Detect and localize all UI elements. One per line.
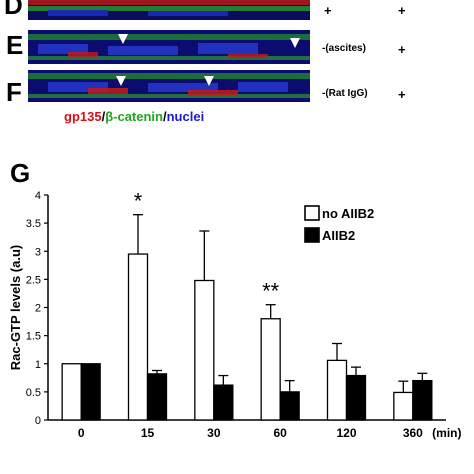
x-tick-label: 30 <box>207 426 221 440</box>
bar-aiib2 <box>345 374 367 421</box>
panel-e-micrograph <box>28 30 310 64</box>
x-tick-label: 0 <box>78 426 85 440</box>
x-tick-label: 120 <box>336 426 356 440</box>
x-unit-label: (min) <box>432 426 461 440</box>
bar-no-aiib2 <box>260 318 281 421</box>
x-tick-label: 15 <box>141 426 155 440</box>
panel-f-micrograph <box>28 70 310 102</box>
panel-f-condition-label: -(Rat IgG) <box>322 88 368 99</box>
stain-legend: gp135/β-catenin/nuclei <box>64 109 204 124</box>
legend-swatch <box>304 227 320 243</box>
significance-asterisk: * <box>134 189 143 214</box>
significance-asterisk: ** <box>262 279 280 304</box>
rac-gtp-bar-chart: 0 0.5 1 1.5 2 2.5 3 3.5 4 Rac-GTP levels (a.u) 0 15… <box>8 189 461 440</box>
stain-slash-2: / <box>162 109 167 124</box>
y-tick-label: 2.5 <box>26 274 41 286</box>
bar-no-aiib2 <box>127 253 149 421</box>
bar-aiib2 <box>279 391 300 421</box>
panel-e-letter: E <box>6 30 24 60</box>
panel-d-letter: D <box>4 0 23 20</box>
x-tick-label: 60 <box>273 426 287 440</box>
panel-g-letter: G <box>10 158 31 188</box>
bar-aiib2 <box>412 379 433 421</box>
y-tick-label: 3.5 <box>26 218 41 230</box>
legend-swatch <box>304 205 320 221</box>
panel-d-image <box>28 0 310 20</box>
bar-no-aiib2 <box>61 363 82 421</box>
legend-label: AIIB2 <box>322 228 355 243</box>
bar-no-aiib2 <box>194 279 215 421</box>
panel-e-image <box>28 30 310 64</box>
panel-d-sign-1: + <box>324 3 332 18</box>
panel-e-condition-label: -(ascites) <box>322 43 366 54</box>
bar-aiib2 <box>80 363 101 421</box>
y-tick-label: 1 <box>35 359 41 371</box>
y-tick-label: 1.5 <box>26 331 41 343</box>
panel-f-image <box>28 70 310 102</box>
stain-beta-catenin-label: β-catenin <box>105 109 163 124</box>
y-tick-label: 4 <box>35 190 41 202</box>
panel-f-letter: F <box>6 77 22 107</box>
panel-d-micrograph <box>28 0 310 20</box>
bar-aiib2 <box>213 384 234 421</box>
y-tick-label: 2 <box>35 303 41 315</box>
panel-e-sign-2: + <box>398 42 406 57</box>
x-tick-label: 360 <box>403 426 423 440</box>
y-axis-label: Rac-GTP levels (a.u) <box>8 245 23 370</box>
bar-no-aiib2 <box>326 359 348 421</box>
stain-gp135-label: gp135 <box>64 109 102 124</box>
bar-no-aiib2 <box>393 391 414 421</box>
panel-f-sign-2: + <box>398 87 406 102</box>
stain-nuclei-label: nuclei <box>166 109 205 124</box>
y-tick-label: 0.5 <box>26 387 41 399</box>
stain-slash-1: / <box>101 109 106 124</box>
y-tick-label: 0 <box>35 415 41 427</box>
y-tick-label: 3 <box>35 246 41 258</box>
legend-label: no AIIB2 <box>322 206 374 221</box>
panel-d-sign-2: + <box>398 3 406 18</box>
bar-aiib2 <box>146 373 168 421</box>
